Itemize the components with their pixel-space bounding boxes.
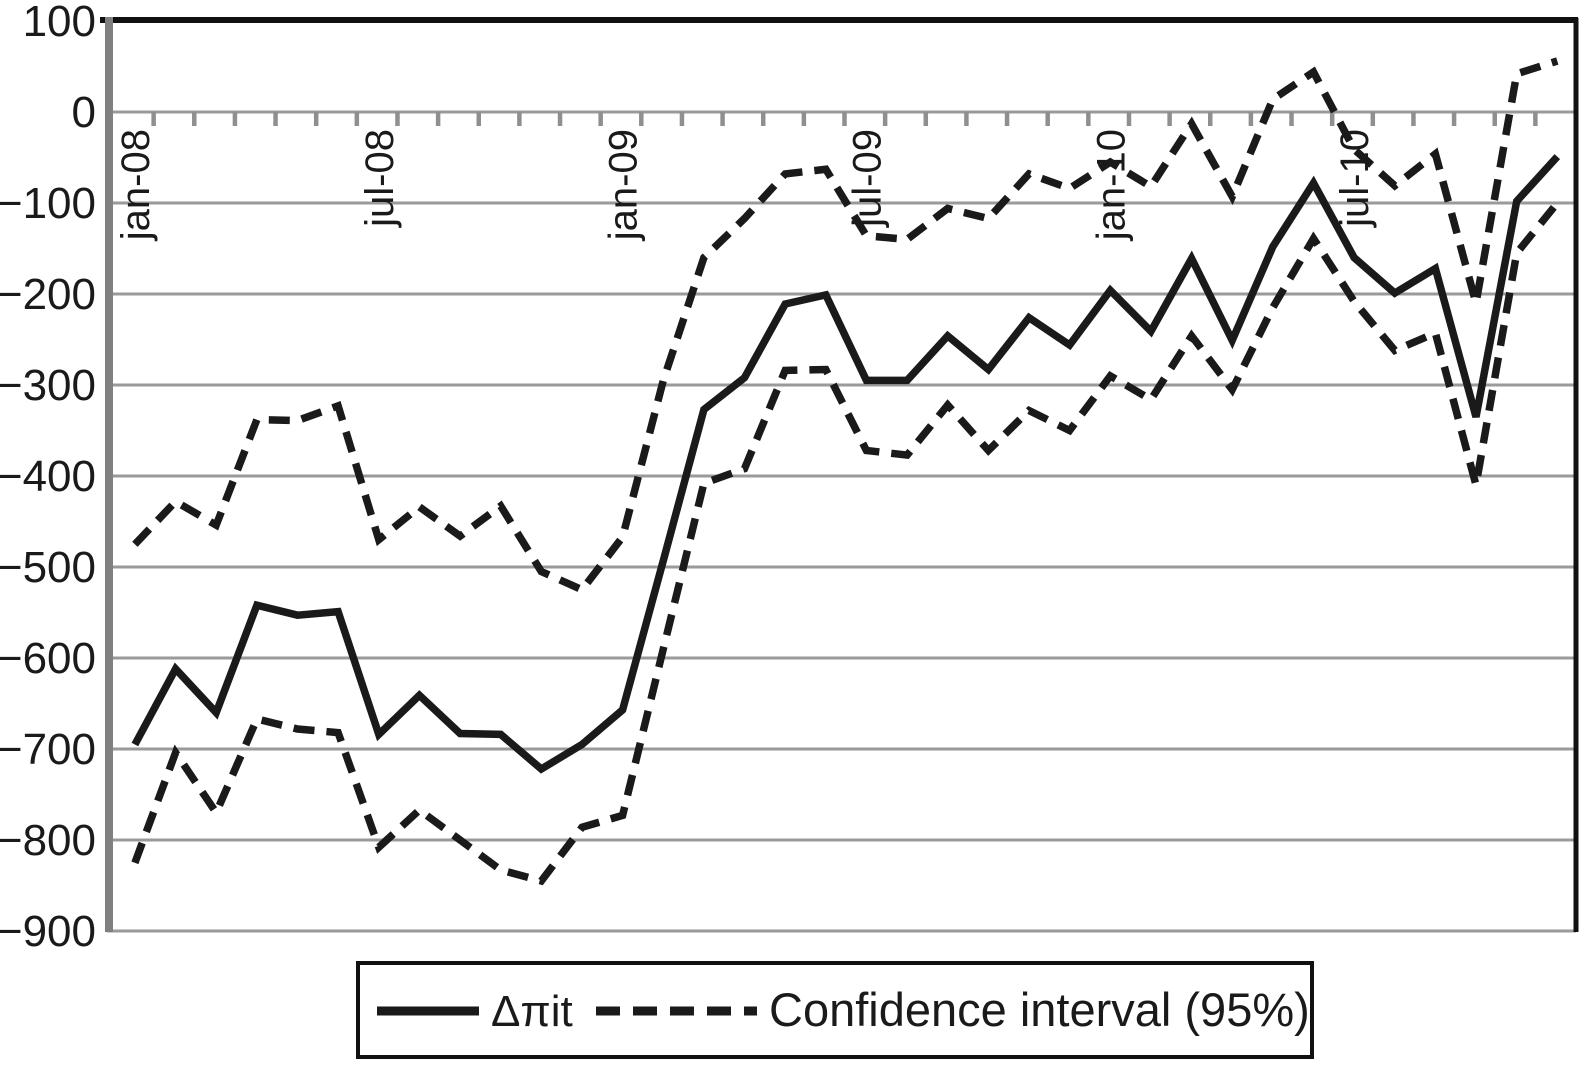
x-axis-labels: jan-08 jul-08 jan-09 jul-09 jan-10 jul-10 xyxy=(114,129,1377,241)
y-axis-label: −700 xyxy=(0,725,96,774)
x-axis-label: jul-09 xyxy=(845,129,889,228)
gridlines xyxy=(107,110,1576,933)
x-axis-label: jul-10 xyxy=(1333,129,1377,228)
series-line-delta-pi xyxy=(131,154,1561,774)
legend-label-ci: Confidence interval (95%) xyxy=(769,983,1310,1036)
y-axis-label: 0 xyxy=(72,88,96,137)
ci-upper-line xyxy=(132,57,1559,595)
legend-box xyxy=(356,961,1314,1059)
y-axis-label: −100 xyxy=(0,179,96,228)
x-axis-ticks xyxy=(151,112,1538,126)
y-axis-labels: 100 0 −100 −200 −300 −400 −500 −600 −700 −800 −900 xyxy=(0,0,96,956)
y-axis-label: −800 xyxy=(0,816,96,865)
legend: Δπit Confidence interval (95%) xyxy=(356,961,1314,1059)
y-axis-label: −600 xyxy=(0,634,96,683)
x-axis-label: jul-08 xyxy=(358,129,402,228)
x-axis-label: jan-08 xyxy=(114,129,158,241)
y-axis-label: −900 xyxy=(0,907,96,956)
y-axis-label: −200 xyxy=(0,270,96,319)
y-axis-label: −300 xyxy=(0,361,96,410)
x-axis-label: jan-10 xyxy=(1089,129,1133,241)
ci-lower-line xyxy=(131,200,1561,886)
y-axis-label: −500 xyxy=(0,543,96,592)
x-axis-label: jan-09 xyxy=(602,129,646,241)
legend-label-series: Δπit xyxy=(491,987,573,1036)
y-axis-label: −400 xyxy=(0,452,96,501)
series-lines xyxy=(131,57,1561,886)
y-axis-label: 100 xyxy=(23,0,96,46)
